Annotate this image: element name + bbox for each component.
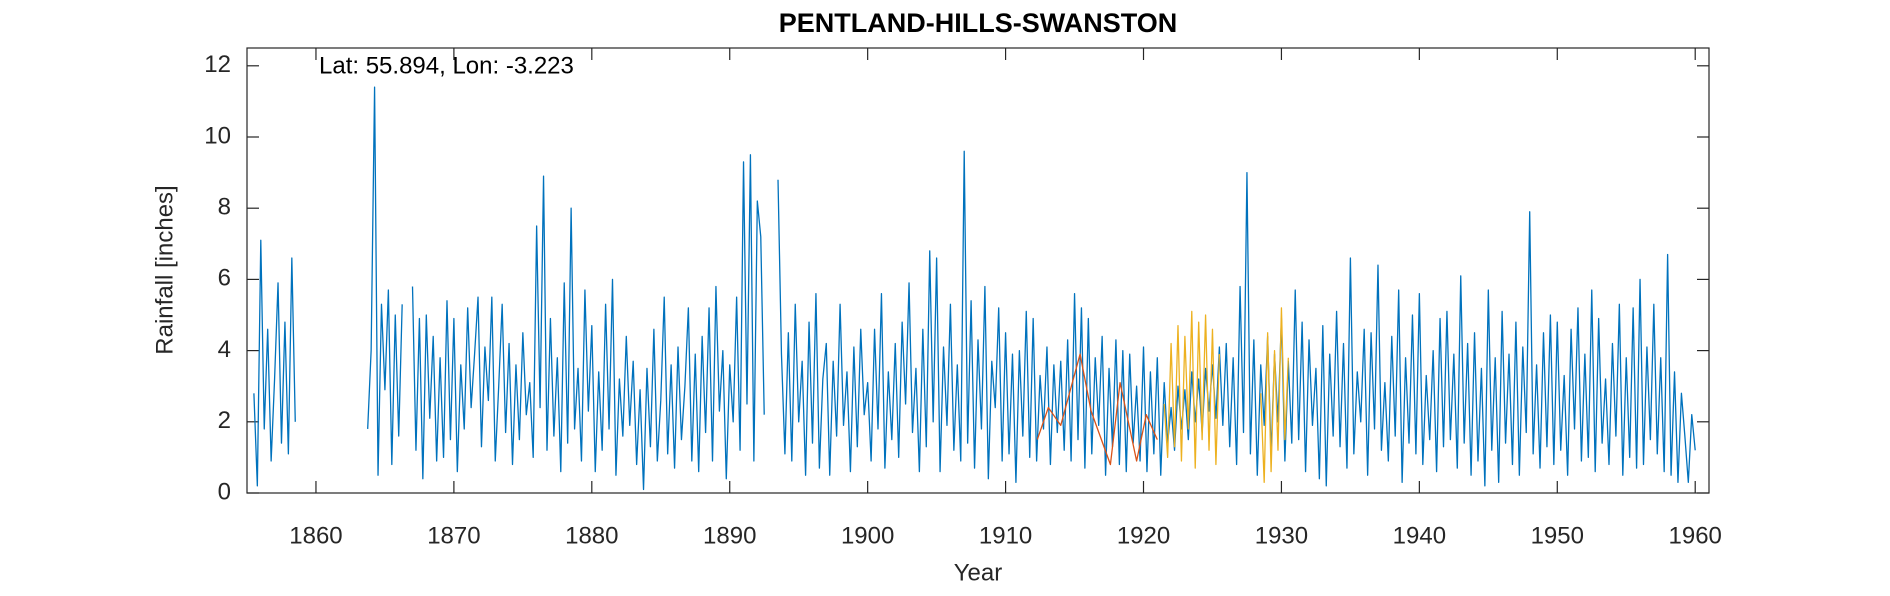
x-tick-label: 1950: [1531, 522, 1584, 549]
y-tick-label: 4: [218, 336, 231, 363]
x-tick-label: 1910: [979, 522, 1032, 549]
x-tick-label: 1860: [289, 522, 342, 549]
x-tick-label: 1900: [841, 522, 894, 549]
y-axis-label: Rainfall [inches]: [151, 185, 178, 354]
x-tick-label: 1960: [1669, 522, 1722, 549]
y-tick-label: 8: [218, 194, 231, 221]
rainfall-line: [1163, 307, 1289, 483]
y-tick-label: 10: [204, 122, 231, 149]
x-tick-label: 1880: [565, 522, 618, 549]
plot-box: [246, 47, 1710, 494]
x-tick-label: 1870: [427, 522, 480, 549]
y-tick-label: 2: [218, 407, 231, 434]
y-tick-label: 12: [204, 51, 231, 78]
annotation: Lat: 55.894, Lon: -3.223: [319, 52, 574, 79]
rainfall-line: [253, 86, 1696, 491]
x-tick-label: 1940: [1393, 522, 1446, 549]
x-axis-label: Year: [954, 559, 1003, 586]
y-tick-label: 6: [218, 265, 231, 292]
x-tick-label: 1930: [1255, 522, 1308, 549]
x-tick-label: 1920: [1117, 522, 1170, 549]
x-tick-label: 1890: [703, 522, 756, 549]
rainfall-line: [1036, 353, 1158, 466]
y-tick-label: 0: [218, 478, 231, 505]
chart-title: PENTLAND-HILLS-SWANSTON: [779, 8, 1178, 38]
